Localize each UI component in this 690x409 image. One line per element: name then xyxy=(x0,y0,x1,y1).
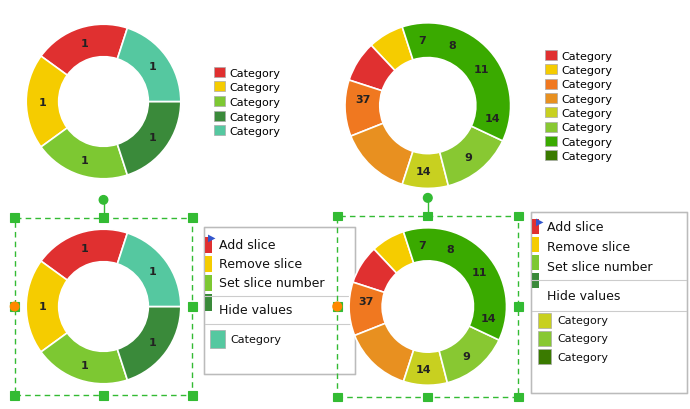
Wedge shape xyxy=(26,261,67,352)
Text: 8: 8 xyxy=(448,40,456,51)
Wedge shape xyxy=(439,326,499,383)
Text: 14: 14 xyxy=(484,114,500,124)
Wedge shape xyxy=(41,25,128,76)
Text: 1: 1 xyxy=(81,360,88,370)
Bar xyxy=(531,237,539,252)
Bar xyxy=(538,331,551,346)
Wedge shape xyxy=(374,232,414,274)
Bar xyxy=(333,212,342,221)
Bar xyxy=(210,330,225,348)
Text: Add slice: Add slice xyxy=(547,220,603,234)
Text: 1: 1 xyxy=(81,155,88,165)
Text: 1: 1 xyxy=(81,244,88,254)
Text: Category: Category xyxy=(558,316,609,326)
Text: 1: 1 xyxy=(149,133,157,143)
Text: 1: 1 xyxy=(149,266,157,276)
Bar xyxy=(514,302,522,311)
Legend: Category, Category, Category, Category, Category: Category, Category, Category, Category, … xyxy=(210,63,285,142)
Bar xyxy=(204,295,212,311)
Wedge shape xyxy=(402,24,511,142)
Bar xyxy=(538,313,551,328)
Text: Hide values: Hide values xyxy=(547,289,620,302)
Wedge shape xyxy=(353,249,397,293)
Circle shape xyxy=(10,303,19,311)
Text: Remove slice: Remove slice xyxy=(547,240,630,253)
Text: Remove slice: Remove slice xyxy=(219,257,302,270)
Bar xyxy=(188,303,197,311)
Text: ▶: ▶ xyxy=(208,232,215,242)
Bar xyxy=(538,349,551,364)
Wedge shape xyxy=(371,28,413,72)
Text: Category: Category xyxy=(558,334,609,344)
Wedge shape xyxy=(349,283,385,336)
Bar xyxy=(424,393,432,401)
Bar xyxy=(333,393,342,401)
Bar xyxy=(204,276,212,292)
Wedge shape xyxy=(117,29,181,102)
Bar xyxy=(514,393,522,401)
Wedge shape xyxy=(117,102,181,175)
Circle shape xyxy=(99,196,108,204)
Circle shape xyxy=(333,302,342,311)
Bar xyxy=(10,303,19,311)
Text: 1: 1 xyxy=(149,337,157,348)
Wedge shape xyxy=(404,350,447,385)
Wedge shape xyxy=(41,230,128,281)
Text: 14: 14 xyxy=(416,166,431,176)
Text: 7: 7 xyxy=(417,36,426,46)
Text: 14: 14 xyxy=(416,364,432,374)
Bar xyxy=(531,219,539,234)
Bar xyxy=(99,391,108,400)
Bar xyxy=(514,212,522,221)
Text: 1: 1 xyxy=(39,302,46,312)
Text: 37: 37 xyxy=(355,95,371,105)
Text: 14: 14 xyxy=(481,313,497,324)
Wedge shape xyxy=(41,333,128,384)
Text: 37: 37 xyxy=(358,296,373,306)
Text: 9: 9 xyxy=(462,351,470,361)
Text: Set slice number: Set slice number xyxy=(547,260,652,273)
Text: 9: 9 xyxy=(464,153,472,163)
Bar xyxy=(531,273,539,288)
Wedge shape xyxy=(402,152,448,189)
Wedge shape xyxy=(117,234,181,307)
Text: ▶: ▶ xyxy=(536,216,544,226)
Text: 11: 11 xyxy=(471,267,487,277)
Title: %: % xyxy=(421,0,435,3)
Text: 11: 11 xyxy=(474,65,490,75)
Bar xyxy=(531,255,539,270)
Text: 1: 1 xyxy=(81,39,88,49)
Bar xyxy=(204,256,212,273)
Text: 1: 1 xyxy=(39,97,46,107)
Text: Hide values: Hide values xyxy=(219,303,292,316)
Circle shape xyxy=(424,194,432,203)
Text: Category: Category xyxy=(231,334,282,344)
Text: 8: 8 xyxy=(447,244,455,254)
Wedge shape xyxy=(117,307,181,380)
Text: 7: 7 xyxy=(418,240,426,250)
Bar xyxy=(10,391,19,400)
Bar xyxy=(10,214,19,222)
Wedge shape xyxy=(440,127,503,187)
Legend: Category, Category, Category, Category, Category, Category, Category, Category: Category, Category, Category, Category, … xyxy=(541,47,616,166)
Text: 1: 1 xyxy=(149,61,157,72)
Wedge shape xyxy=(345,81,383,137)
Wedge shape xyxy=(404,228,506,340)
Wedge shape xyxy=(355,324,414,382)
Bar xyxy=(204,237,212,254)
Wedge shape xyxy=(41,128,128,179)
Bar xyxy=(333,302,342,311)
Wedge shape xyxy=(351,124,413,185)
Text: Set slice number: Set slice number xyxy=(219,276,324,290)
Bar xyxy=(188,214,197,222)
Text: Category: Category xyxy=(558,352,609,362)
Wedge shape xyxy=(349,46,395,92)
Bar xyxy=(99,214,108,222)
Wedge shape xyxy=(26,57,67,148)
Bar xyxy=(188,391,197,400)
Bar xyxy=(424,212,432,221)
Text: Add slice: Add slice xyxy=(219,238,275,251)
